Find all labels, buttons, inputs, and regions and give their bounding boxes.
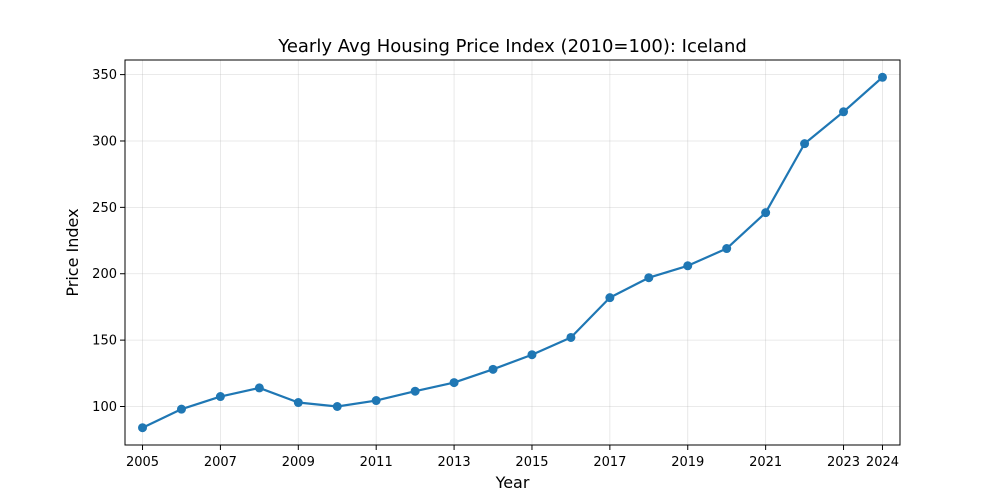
data-point xyxy=(176,404,186,414)
x-tick-label: 2013 xyxy=(438,455,471,470)
grid-layer xyxy=(125,60,900,445)
y-tick-label: 350 xyxy=(92,68,117,83)
x-axis-label: Year xyxy=(495,473,530,492)
x-tick-label: 2007 xyxy=(204,455,237,470)
data-point xyxy=(449,378,459,388)
x-tick-label: 2024 xyxy=(866,455,899,470)
series-line xyxy=(142,76,884,429)
data-point xyxy=(644,273,654,283)
data-point xyxy=(410,386,420,396)
series-layer xyxy=(138,72,887,433)
data-point xyxy=(138,423,148,433)
y-axis-label: Price Index xyxy=(63,208,82,296)
y-tick-label: 250 xyxy=(92,201,117,216)
x-tick-label: 2009 xyxy=(282,455,315,470)
x-tick-label: 2023 xyxy=(827,455,860,470)
x-tick-label: 2017 xyxy=(593,455,626,470)
data-point xyxy=(722,244,732,254)
data-point xyxy=(215,392,225,402)
tick-layer: 2005 2007 2009 2011 2013 2015 2017 2019 2021 2023… xyxy=(92,68,899,470)
data-point xyxy=(761,208,771,218)
data-point xyxy=(527,350,537,360)
data-point xyxy=(254,383,264,393)
data-point xyxy=(488,364,498,374)
data-point xyxy=(877,72,887,82)
y-tick-label: 200 xyxy=(92,267,117,282)
data-point xyxy=(800,139,810,149)
y-tick-label: 300 xyxy=(92,134,117,149)
y-tick-label: 150 xyxy=(92,334,117,349)
y-tick-label: 100 xyxy=(92,400,117,415)
data-point xyxy=(605,293,615,303)
data-point xyxy=(839,107,849,117)
x-tick-label: 2005 xyxy=(126,455,159,470)
data-point xyxy=(566,332,576,342)
data-point xyxy=(683,261,693,271)
x-tick-label: 2019 xyxy=(671,455,704,470)
chart-title: Yearly Avg Housing Price Index (2010=100… xyxy=(277,36,747,57)
data-point xyxy=(293,398,303,408)
x-tick-label: 2011 xyxy=(360,455,393,470)
x-tick-label: 2021 xyxy=(749,455,782,470)
plot-frame xyxy=(124,59,901,446)
data-point xyxy=(371,396,381,406)
data-point xyxy=(332,402,342,411)
x-tick-label: 2015 xyxy=(515,455,548,470)
